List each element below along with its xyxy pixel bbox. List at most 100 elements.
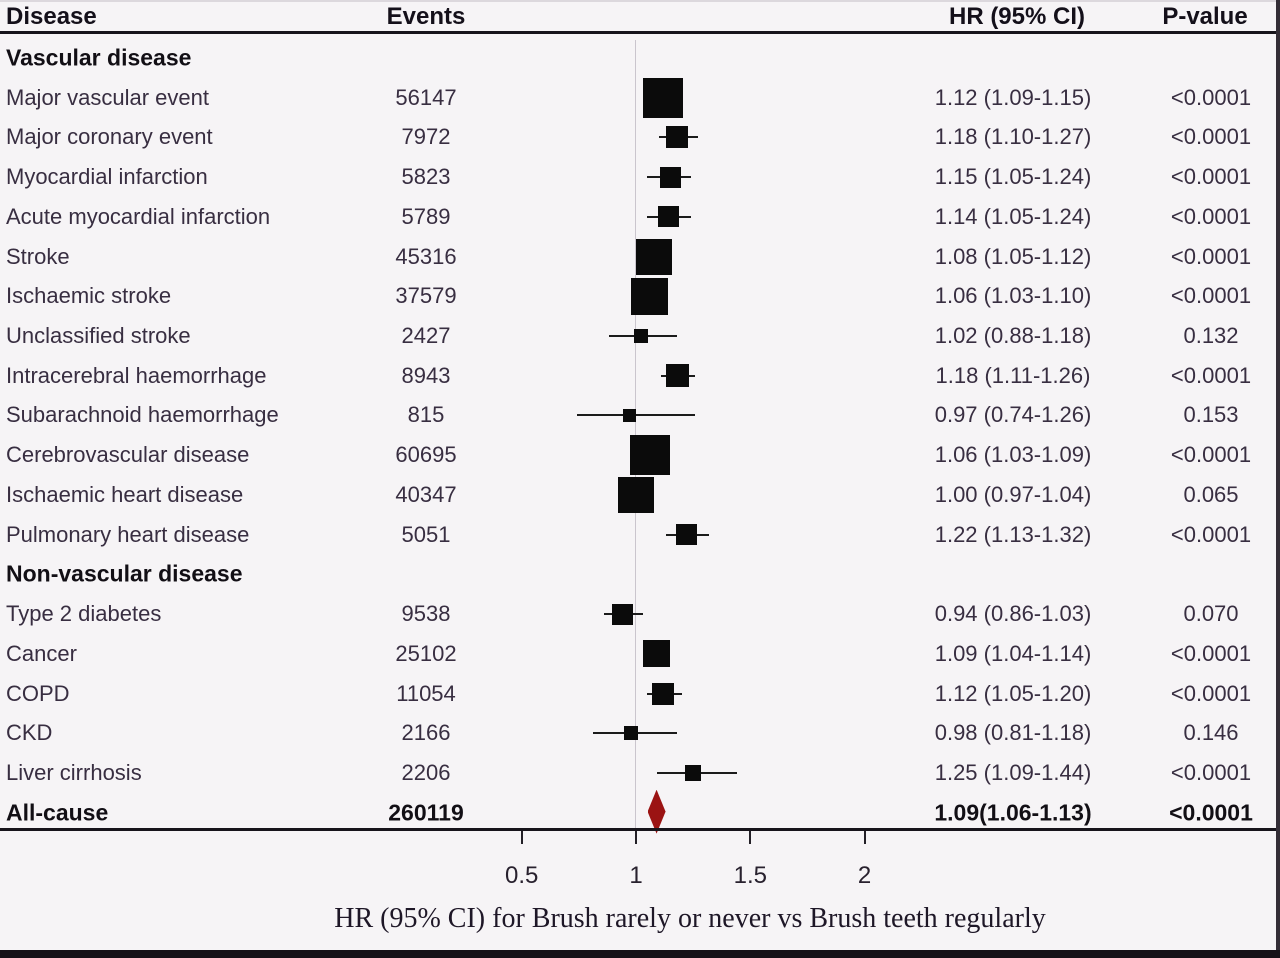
hr-ci-value: 1.09(1.06-1.13)	[934, 799, 1092, 826]
events-value: 45316	[395, 243, 457, 269]
events-value: 60695	[395, 442, 457, 468]
p-value: <0.0001	[1170, 442, 1252, 468]
disease-label: Liver cirrhosis	[6, 759, 142, 785]
disease-label: Major vascular event	[6, 84, 209, 110]
hr-box-marker	[652, 682, 675, 705]
events-value: 40347	[395, 481, 457, 507]
axis-line	[0, 828, 1276, 831]
p-value: <0.0001	[1170, 164, 1252, 190]
disease-label: Intracerebral haemorrhage	[6, 362, 267, 388]
hr-box-marker	[611, 603, 633, 625]
events-value: 7972	[401, 124, 451, 150]
disease-label: Type 2 diabetes	[6, 601, 162, 627]
hr-ci-value: 1.06 (1.03-1.09)	[934, 442, 1092, 468]
hr-ci-value: 1.06 (1.03-1.10)	[934, 283, 1092, 309]
p-value: 0.132	[1183, 323, 1239, 349]
bottom-edge-bar	[0, 950, 1280, 958]
p-value: <0.0001	[1170, 283, 1252, 309]
hr-ci-value: 0.98 (0.81-1.18)	[934, 720, 1092, 746]
disease-label: Major coronary event	[6, 124, 213, 150]
p-value: <0.0001	[1170, 203, 1252, 229]
hr-box-marker	[618, 476, 654, 513]
hr-box-marker	[675, 524, 697, 546]
axis-tick-label: 0.5	[505, 862, 539, 889]
disease-label: Ischaemic stroke	[6, 283, 172, 309]
hr-box-marker	[624, 726, 639, 741]
events-value: 56147	[395, 84, 457, 110]
hr-box-marker	[631, 277, 669, 315]
column-header-hr-ci: HR (95% CI)	[948, 3, 1086, 30]
disease-label: Cerebrovascular disease	[6, 442, 250, 468]
p-value: <0.0001	[1170, 362, 1252, 388]
disease-label: Ischaemic heart disease	[6, 481, 244, 507]
p-value: <0.0001	[1170, 521, 1252, 547]
hr-ci-value: 1.22 (1.13-1.32)	[934, 521, 1092, 547]
x-axis-title: HR (95% CI) for Brush rarely or never vs…	[334, 903, 1046, 934]
p-value: <0.0001	[1170, 243, 1252, 269]
ci-whisker	[576, 414, 696, 417]
p-value: <0.0001	[1170, 84, 1252, 110]
summary-diamond	[647, 789, 666, 834]
events-value: 5789	[401, 203, 451, 229]
disease-label: Subarachnoid haemorrhage	[6, 402, 279, 428]
hr-box-marker	[636, 238, 673, 275]
disease-label: COPD	[6, 680, 70, 706]
axis-tick-label: 2	[857, 862, 872, 889]
hr-box-marker	[665, 364, 689, 388]
hr-box-marker	[643, 640, 671, 668]
column-header-disease: Disease	[6, 3, 97, 30]
hr-box-marker	[629, 435, 670, 476]
hr-box-marker	[657, 206, 679, 228]
reference-line-hr1	[635, 40, 636, 829]
axis-tick	[863, 831, 866, 844]
axis-tick-label: 1.5	[733, 862, 767, 889]
column-header-events: Events	[386, 3, 466, 30]
p-value: 0.070	[1183, 601, 1239, 627]
p-value: <0.0001	[1169, 799, 1253, 826]
disease-label: Myocardial infarction	[6, 164, 208, 190]
axis-tick	[635, 831, 637, 844]
hr-box-marker	[659, 166, 681, 188]
hr-ci-value: 1.02 (0.88-1.18)	[934, 323, 1092, 349]
p-value: <0.0001	[1170, 680, 1252, 706]
header-rule	[0, 31, 1276, 34]
hr-box-marker	[633, 329, 648, 344]
events-value: 11054	[396, 680, 456, 706]
hr-ci-value: 1.12 (1.05-1.20)	[934, 680, 1092, 706]
events-value: 2206	[401, 759, 451, 785]
hr-ci-value: 1.18 (1.10-1.27)	[934, 124, 1092, 150]
p-value: 0.153	[1183, 402, 1239, 428]
disease-label: Stroke	[6, 243, 70, 269]
hr-ci-value: 1.15 (1.05-1.24)	[934, 164, 1092, 190]
disease-label: Pulmonary heart disease	[6, 521, 250, 547]
p-value: <0.0001	[1170, 759, 1252, 785]
disease-label: Unclassified stroke	[6, 323, 191, 349]
hr-ci-value: 1.12 (1.09-1.15)	[934, 84, 1092, 110]
hr-ci-value: 1.00 (0.97-1.04)	[934, 481, 1092, 507]
hr-box-marker	[685, 764, 702, 781]
events-value: 9538	[401, 601, 451, 627]
p-value: <0.0001	[1170, 124, 1252, 150]
disease-label: Cancer	[6, 640, 77, 666]
events-value: 5823	[401, 164, 451, 190]
top-edge-line	[0, 0, 1280, 2]
hr-ci-value: 1.09 (1.04-1.14)	[934, 640, 1092, 666]
events-value: 25102	[395, 640, 457, 666]
disease-label: Acute myocardial infarction	[6, 203, 271, 229]
events-value: 37579	[395, 283, 457, 309]
p-value: 0.146	[1183, 720, 1239, 746]
events-value: 260119	[388, 799, 464, 826]
events-value: 8943	[401, 362, 451, 388]
hr-ci-value: 0.97 (0.74-1.26)	[934, 402, 1092, 428]
hr-box-marker	[643, 77, 684, 118]
section-label: Non-vascular disease	[6, 560, 243, 587]
events-value: 5051	[401, 521, 451, 547]
events-value: 2427	[401, 323, 451, 349]
hr-ci-value: 1.08 (1.05-1.12)	[934, 243, 1092, 269]
section-label: Vascular disease	[6, 44, 192, 71]
axis-tick-label: 1	[629, 862, 643, 889]
hr-ci-value: 1.18 (1.11-1.26)	[935, 362, 1091, 388]
disease-label: CKD	[6, 720, 53, 746]
hr-ci-value: 1.25 (1.09-1.44)	[934, 759, 1092, 785]
